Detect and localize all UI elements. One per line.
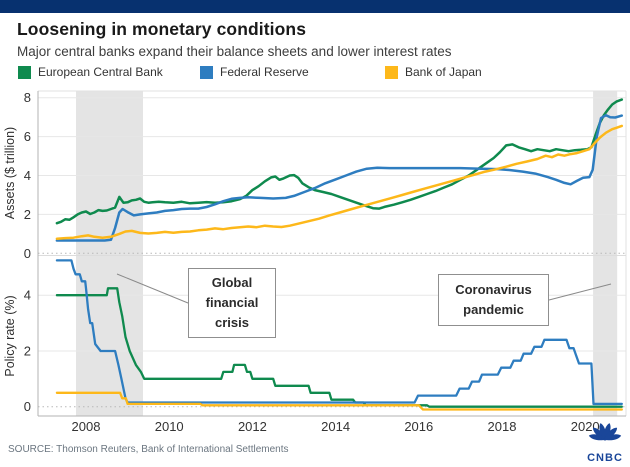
annotation-coronavirus-pandemic: Coronavirus pandemic bbox=[438, 274, 549, 326]
y-tick-label: 4 bbox=[24, 288, 31, 303]
recession-bands bbox=[76, 91, 618, 416]
x-tick-label: 2020 bbox=[571, 419, 600, 434]
y-axis-title-policy-rate: Policy rate (%) bbox=[3, 295, 17, 376]
annotation-leader-line-gfc bbox=[116, 273, 189, 304]
y-tick-label: 2 bbox=[24, 207, 31, 222]
legend-label-boj: Bank of Japan bbox=[405, 65, 482, 79]
x-tick-label: 2014 bbox=[321, 419, 350, 434]
series-line-bank-of-japan-panel1 bbox=[55, 391, 623, 411]
y-tick-label: 0 bbox=[24, 399, 31, 414]
x-tick-label: 2016 bbox=[404, 419, 433, 434]
series-line-federal-reserve-panel0 bbox=[55, 113, 624, 242]
source-attribution: SOURCE: Thomson Reuters, Bank of Interna… bbox=[8, 444, 289, 455]
y-tick-label: 0 bbox=[24, 246, 31, 261]
series-line-european-central-bank-panel0 bbox=[55, 98, 624, 225]
chart-subtitle: Major central banks expand their balance… bbox=[17, 44, 452, 59]
plot-frame bbox=[37, 90, 627, 417]
annotation-global-financial-crisis: Global financial crisis bbox=[188, 268, 276, 338]
data-series bbox=[55, 98, 624, 411]
legend-item-boj: Bank of Japan bbox=[385, 65, 482, 79]
peacock-feather bbox=[603, 434, 622, 441]
legend-item-fed: Federal Reserve bbox=[200, 65, 309, 79]
legend-swatch-ecb bbox=[18, 65, 31, 79]
chart-title: Loosening in monetary conditions bbox=[17, 19, 307, 39]
y-tick-label: 4 bbox=[24, 168, 31, 183]
x-tick-label: 2008 bbox=[72, 419, 101, 434]
x-tick-label: 2018 bbox=[488, 419, 517, 434]
series-line-federal-reserve-panel1 bbox=[55, 259, 623, 406]
cnbc-logo-text: CNBC bbox=[587, 452, 623, 464]
y-tick-label: 2 bbox=[24, 344, 31, 359]
x-tick-label: 2010 bbox=[155, 419, 184, 434]
legend-swatch-boj bbox=[385, 65, 398, 79]
y-tick-label: 6 bbox=[24, 129, 31, 144]
y-tick-label: 8 bbox=[24, 90, 31, 105]
legend-item-ecb: European Central Bank bbox=[18, 65, 163, 79]
peacock-icon bbox=[588, 423, 622, 441]
legend-label-fed: Federal Reserve bbox=[220, 65, 309, 79]
legend: European Central Bank Federal Reserve Ba… bbox=[0, 65, 630, 81]
annotation-leader-line-covid bbox=[548, 283, 612, 301]
y-axis-title-assets: Assets ($ trillion) bbox=[3, 127, 17, 219]
legend-label-ecb: European Central Bank bbox=[38, 65, 163, 79]
recession-band-0 bbox=[76, 91, 143, 416]
x-tick-label: 2012 bbox=[238, 419, 267, 434]
series-line-bank-of-japan-panel0 bbox=[55, 124, 624, 240]
legend-swatch-fed bbox=[200, 65, 213, 79]
top-brand-bar bbox=[0, 0, 630, 13]
cnbc-logo: CNBC bbox=[587, 423, 623, 464]
